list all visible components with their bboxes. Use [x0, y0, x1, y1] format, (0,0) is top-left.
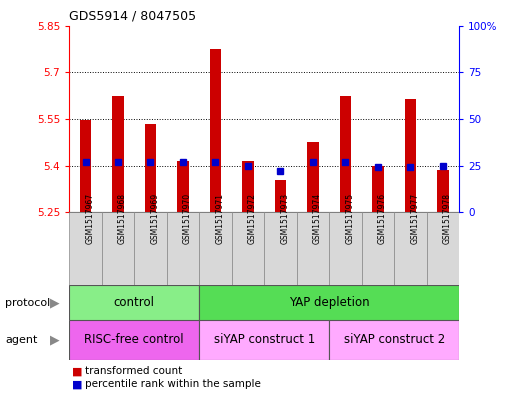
Text: siYAP construct 1: siYAP construct 1	[213, 333, 315, 347]
Bar	[275, 180, 286, 212]
Bar	[134, 212, 167, 285]
Bar	[167, 212, 199, 285]
Bar	[199, 212, 232, 285]
Text: GSM1517971: GSM1517971	[215, 193, 225, 244]
Text: GDS5914 / 8047505: GDS5914 / 8047505	[69, 10, 196, 23]
Text: siYAP construct 2: siYAP construct 2	[344, 333, 445, 347]
Bar	[102, 212, 134, 285]
Text: ■: ■	[72, 366, 82, 376]
Text: control: control	[114, 296, 155, 309]
Bar	[210, 49, 221, 212]
Text: GSM1517970: GSM1517970	[183, 193, 192, 244]
Text: GSM1517969: GSM1517969	[150, 193, 160, 244]
Text: GSM1517976: GSM1517976	[378, 193, 387, 244]
Text: GSM1517968: GSM1517968	[118, 193, 127, 244]
Text: RISC-free control: RISC-free control	[85, 333, 184, 347]
Bar	[362, 212, 394, 285]
Text: protocol: protocol	[5, 298, 50, 308]
Text: GSM1517975: GSM1517975	[345, 193, 354, 244]
Bar	[112, 95, 124, 212]
Text: GSM1517977: GSM1517977	[410, 193, 420, 244]
Bar	[372, 165, 384, 212]
Bar	[405, 99, 416, 212]
Text: transformed count: transformed count	[85, 366, 182, 376]
Text: ▶: ▶	[50, 333, 60, 347]
Bar	[394, 212, 427, 285]
Bar	[69, 285, 199, 320]
Text: GSM1517974: GSM1517974	[313, 193, 322, 244]
Bar	[199, 320, 329, 360]
Bar	[80, 119, 91, 212]
Text: GSM1517967: GSM1517967	[86, 193, 94, 244]
Bar	[264, 212, 297, 285]
Bar	[340, 95, 351, 212]
Bar	[329, 320, 459, 360]
Bar	[232, 212, 264, 285]
Text: GSM1517972: GSM1517972	[248, 193, 257, 244]
Bar	[437, 170, 448, 212]
Text: GSM1517973: GSM1517973	[281, 193, 289, 244]
Bar	[329, 212, 362, 285]
Text: ▶: ▶	[50, 296, 60, 309]
Bar	[69, 212, 102, 285]
Text: agent: agent	[5, 335, 37, 345]
Text: percentile rank within the sample: percentile rank within the sample	[85, 379, 261, 389]
Bar	[297, 212, 329, 285]
Bar	[177, 161, 189, 212]
Text: ■: ■	[72, 379, 82, 389]
Bar	[427, 212, 459, 285]
Text: YAP depletion: YAP depletion	[289, 296, 369, 309]
Text: GSM1517978: GSM1517978	[443, 193, 452, 244]
Bar	[242, 161, 253, 212]
Bar	[199, 285, 459, 320]
Bar	[69, 320, 199, 360]
Bar	[307, 142, 319, 212]
Bar	[145, 123, 156, 212]
